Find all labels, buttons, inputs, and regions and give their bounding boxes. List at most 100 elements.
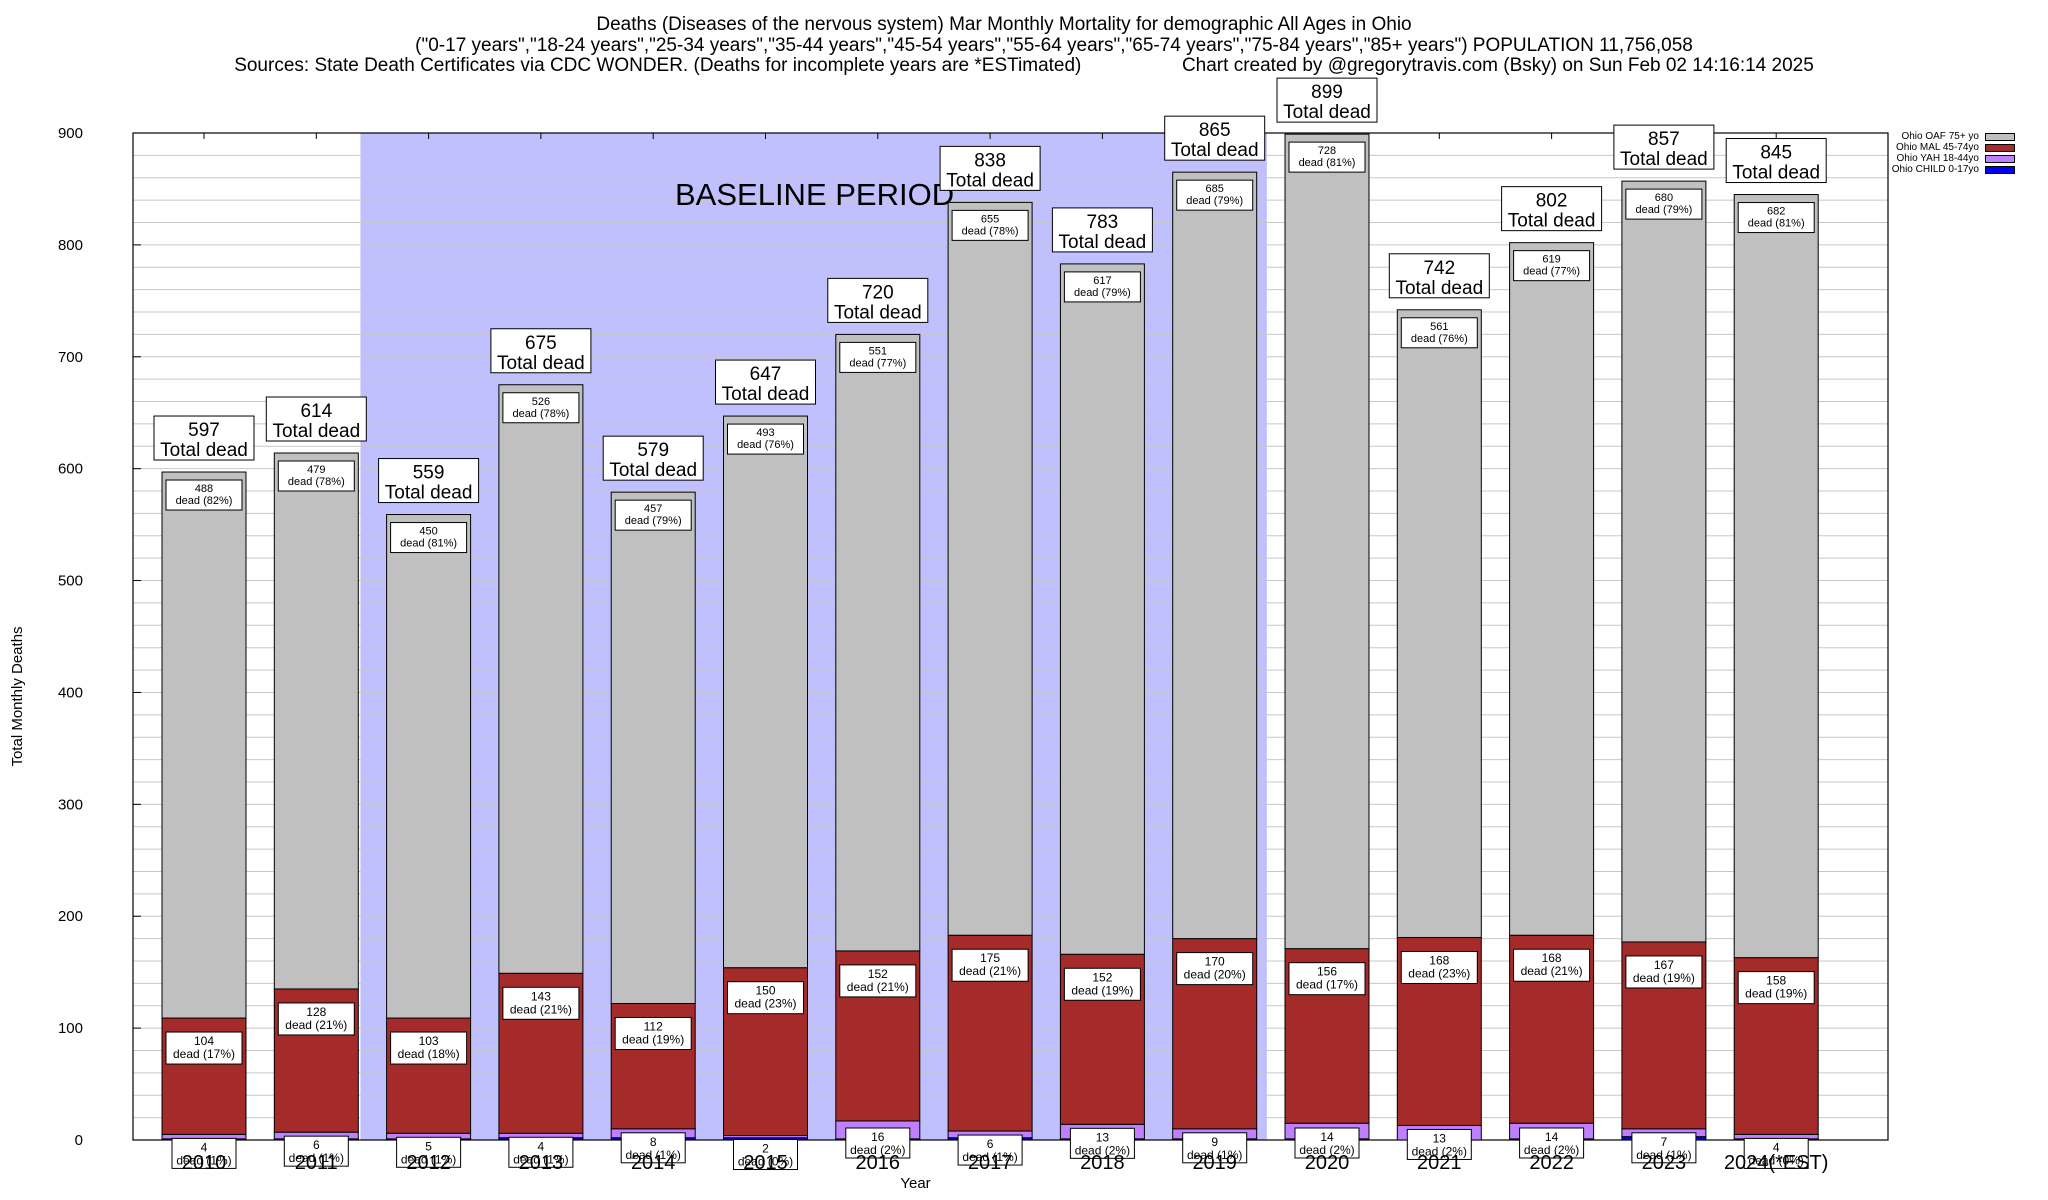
total-label-box <box>602 435 704 481</box>
mal-label-box <box>1400 950 1478 984</box>
yah-label-box <box>1182 1132 1248 1164</box>
mal-label-text: 112 <box>644 1019 663 1033</box>
oaf-label-box <box>839 341 917 373</box>
mal-label-text: 156 <box>1317 965 1337 979</box>
oaf-label-text: 617 <box>1093 275 1111 287</box>
oaf-label-text: 450 <box>419 526 437 538</box>
yah-label-text: 13 <box>1096 1130 1110 1144</box>
oaf-label-text: 488 <box>195 483 213 495</box>
mal-label-text: 170 <box>1205 955 1225 969</box>
chart-title: Deaths (Diseases of the nervous system) … <box>596 14 1412 35</box>
mal-label-box <box>1063 967 1141 1001</box>
y-tick-label: 700 <box>58 349 83 366</box>
yah-label-text: dead (1%) <box>962 1150 1017 1164</box>
oaf-label-text: dead (81%) <box>1748 218 1805 230</box>
oaf-label-text: 479 <box>307 464 325 476</box>
bar-segment-ohio-oaf-75-yo <box>386 514 472 1019</box>
x-tick-label: 2024(*EST) <box>1724 1152 1829 1174</box>
oaf-label-box <box>502 392 580 424</box>
total-label-text: Total dead <box>385 483 473 504</box>
oaf-label-text: 551 <box>869 345 887 357</box>
y-tick-label: 300 <box>58 796 83 813</box>
oaf-label-box <box>1288 141 1366 173</box>
y-tick-label: 500 <box>58 573 83 590</box>
oaf-label-text: dead (79%) <box>1186 195 1243 207</box>
y-tick-label: 100 <box>58 1020 83 1037</box>
mal-label-box <box>502 986 580 1020</box>
total-label-text: 559 <box>413 463 445 484</box>
total-label-box <box>1725 138 1827 184</box>
legend-swatch <box>1985 143 2015 152</box>
yah-label-box <box>1631 1132 1697 1164</box>
oaf-label-text: dead (79%) <box>625 515 682 527</box>
y-tick-label: 0 <box>75 1132 83 1149</box>
total-label-box <box>1613 124 1715 170</box>
total-label-box <box>1164 115 1266 161</box>
total-label-text: 899 <box>1311 82 1343 103</box>
oaf-label-box <box>1400 317 1478 349</box>
mal-label-text: dead (21%) <box>1521 964 1583 978</box>
yah-label-text: 16 <box>871 1130 885 1144</box>
total-label-text: 802 <box>1536 191 1568 212</box>
yah-label-text: dead (0%) <box>738 1155 793 1169</box>
yah-label-box <box>283 1135 349 1167</box>
legend-label: Ohio CHILD 0-17yo <box>1891 164 1979 175</box>
mal-label-text: dead (18%) <box>398 1047 460 1061</box>
oaf-label-text: dead (81%) <box>400 538 457 550</box>
mal-label-text: dead (19%) <box>1633 971 1695 985</box>
mal-label-text: dead (19%) <box>1745 987 1807 1001</box>
bar-segment-ohio-oaf-75-yo <box>723 415 808 969</box>
total-label-box <box>715 359 816 405</box>
bar-segment-ohio-oaf-75-yo <box>273 452 359 990</box>
legend: Ohio OAF 75+ yo Ohio MAL 45-74yo Ohio YAH … <box>1880 131 2015 175</box>
legend-label: Ohio MAL 45-74yo <box>1895 142 1979 153</box>
total-label-box <box>939 145 1041 191</box>
total-label-text: Total dead <box>1171 140 1259 161</box>
yah-label-box <box>1743 1137 1809 1169</box>
mal-label-text: dead (23%) <box>1408 966 1470 980</box>
total-label-text: 838 <box>974 150 1006 171</box>
legend-label: Ohio YAH 18-44yo <box>1896 153 1979 164</box>
mal-label-text: 150 <box>755 984 775 998</box>
baseline-period-annotation: BASELINE PERIOD <box>675 177 954 212</box>
x-tick-label: 2016 <box>856 1152 901 1174</box>
mal-label-text: dead (17%) <box>1296 978 1358 992</box>
oaf-label-text: 728 <box>1318 145 1336 157</box>
total-label-text: 579 <box>637 440 669 461</box>
yah-label-text: dead (1%) <box>1187 1148 1242 1162</box>
mal-label-text: 158 <box>1766 974 1786 988</box>
oaf-label-box <box>614 499 692 531</box>
x-tick-label: 2012 <box>406 1152 451 1174</box>
x-tick-label: 2018 <box>1080 1152 1125 1174</box>
yah-label-text: dead (1%) <box>401 1152 456 1166</box>
mal-label-box <box>1176 952 1254 986</box>
x-tick-label: 2010 <box>182 1152 227 1174</box>
mal-label-text: 168 <box>1542 951 1562 965</box>
mal-label-text: 175 <box>980 951 1000 965</box>
x-tick-label: 2019 <box>1192 1152 1237 1174</box>
bar-segment-ohio-oaf-75-yo <box>161 471 247 1019</box>
oaf-label-text: 526 <box>532 396 550 408</box>
legend-item: Ohio YAH 18-44yo <box>1880 153 2015 164</box>
oaf-label-text: dead (79%) <box>1074 287 1131 299</box>
total-label-box <box>265 396 367 442</box>
yah-label-text: dead (2%) <box>1299 1143 1354 1157</box>
oaf-label-text: dead (76%) <box>1411 333 1468 345</box>
oaf-label-box <box>1737 202 1815 234</box>
bar-segment-ohio-oaf-75-yo <box>1059 263 1145 955</box>
total-label-text: 597 <box>188 420 220 441</box>
yah-label-text: dead (1%) <box>513 1152 568 1166</box>
y-tick-label: 200 <box>58 908 83 925</box>
yah-label-text: dead (1%) <box>1636 1148 1691 1162</box>
mal-label-text: 104 <box>194 1034 214 1048</box>
bar-segment-ohio-oaf-75-yo <box>498 384 584 974</box>
mal-label-text: dead (17%) <box>173 1047 235 1061</box>
bar-segment-ohio-oaf-75-yo <box>1509 242 1595 936</box>
sources-text: Sources: State Death Certificates via CD… <box>234 55 1082 76</box>
total-label-box <box>1276 77 1378 123</box>
bar-segment-ohio-oaf-75-yo <box>835 333 921 952</box>
total-label-text: 783 <box>1087 212 1119 233</box>
oaf-label-box <box>1176 179 1254 211</box>
yah-label-text: dead (2%) <box>1075 1143 1130 1157</box>
yah-label-text: 8 <box>650 1135 657 1149</box>
